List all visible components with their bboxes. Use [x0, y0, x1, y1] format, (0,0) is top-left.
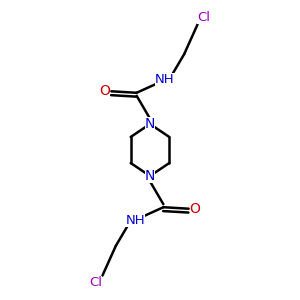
- Text: Cl: Cl: [89, 276, 102, 289]
- Text: O: O: [190, 202, 201, 216]
- Text: N: N: [145, 117, 155, 131]
- Text: NH: NH: [155, 73, 175, 86]
- Text: NH: NH: [125, 214, 145, 227]
- Text: N: N: [145, 169, 155, 183]
- Text: O: O: [99, 84, 110, 98]
- Text: Cl: Cl: [197, 11, 210, 24]
